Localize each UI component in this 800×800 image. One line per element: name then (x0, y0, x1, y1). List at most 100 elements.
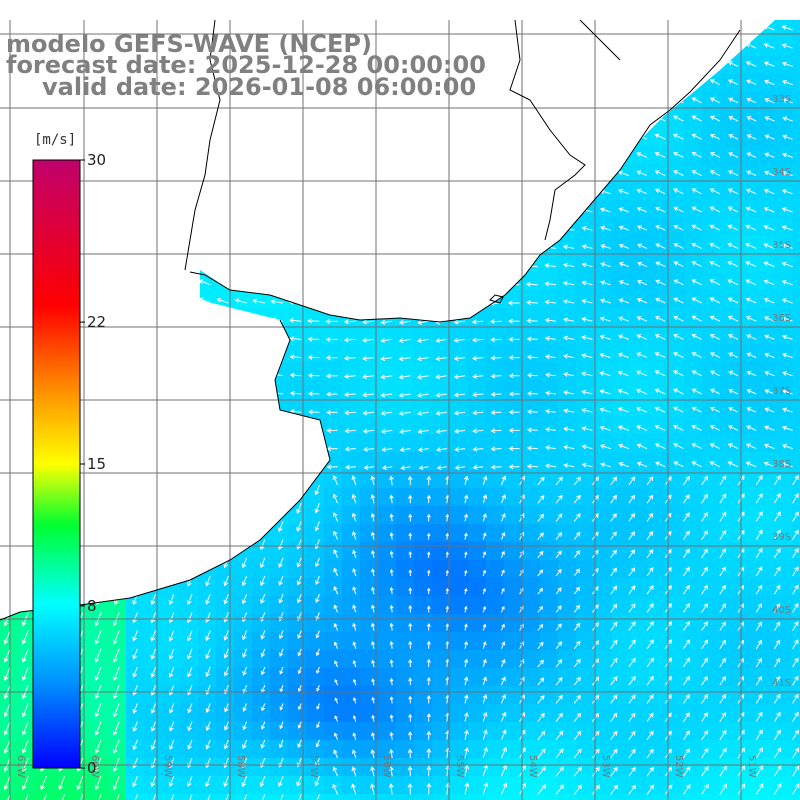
wind-arrow (682, 639, 690, 650)
wind-arrow (88, 132, 102, 140)
wind-arrow (435, 392, 447, 398)
wind-cell (378, 578, 397, 597)
wind-arrow (555, 568, 562, 577)
wind-arrow (709, 97, 721, 104)
wind-cell (396, 542, 415, 561)
wind-cell (522, 542, 541, 561)
wind-arrow (107, 387, 120, 395)
wind-arrow (143, 351, 156, 359)
wind-cell (144, 632, 163, 651)
wind-cell (162, 272, 181, 291)
wind-cell (288, 668, 307, 687)
wind-arrow (106, 187, 120, 195)
wind-arrow (278, 739, 284, 749)
wind-arrow (22, 539, 29, 552)
wind-arrow (544, 81, 557, 87)
wind-cell (144, 452, 163, 471)
wind-arrow (242, 666, 248, 676)
wind-cell (126, 542, 145, 561)
wind-cell (450, 596, 469, 615)
wind-arrow (352, 586, 357, 595)
wind-cell (378, 146, 397, 165)
wind-cell (576, 110, 595, 129)
wind-cell (162, 614, 181, 633)
wind-cell (162, 488, 181, 507)
wind-cell (198, 542, 217, 561)
wind-cell (504, 452, 523, 471)
wind-arrow (15, 352, 29, 359)
wind-arrow (234, 316, 247, 322)
wind-arrow (4, 521, 11, 534)
wind-arrow (314, 776, 320, 787)
longitude-labels: 61W 60W 59W 58W 57W 56W 55W 54W 53W 52W 51W (15, 755, 757, 778)
wind-cell (432, 290, 451, 309)
wind-cell (432, 632, 451, 651)
wind-arrow (324, 246, 338, 252)
wind-cell (576, 20, 595, 39)
wind-cell (396, 218, 415, 237)
wind-arrow (445, 605, 450, 613)
wind-cell (504, 326, 523, 345)
wind-arrow (144, 242, 156, 249)
wind-arrow (655, 461, 666, 468)
wind-arrow (307, 336, 320, 342)
wind-cell (270, 236, 289, 255)
wind-cell (648, 776, 667, 795)
wind-arrow (581, 244, 593, 250)
wind-cell (450, 272, 469, 291)
wind-arrow (316, 703, 320, 710)
wind-arrow (253, 426, 265, 432)
wind-arrow (399, 265, 411, 271)
wind-cell (540, 506, 559, 525)
wind-cell (306, 218, 325, 237)
wind-cell (774, 344, 793, 363)
wind-arrow (646, 712, 654, 722)
wind-arrow (555, 766, 564, 777)
wind-cell (306, 362, 325, 381)
wind-arrow (763, 279, 775, 286)
wind-cell (126, 272, 145, 291)
wind-cell (108, 686, 127, 705)
wind-cell (198, 596, 217, 615)
wind-cell (432, 488, 451, 507)
wind-arrow (126, 460, 138, 468)
wind-cell (756, 452, 775, 471)
wind-cell (504, 218, 523, 237)
wind-arrow (646, 639, 654, 650)
wind-cell (720, 650, 739, 669)
wind-cell (432, 236, 451, 255)
wind-cell (576, 452, 595, 471)
wind-arrow (727, 242, 739, 249)
wind-arrow (352, 641, 357, 649)
wind-cell (108, 650, 127, 669)
wind-cell (90, 758, 109, 777)
wind-cell (144, 488, 163, 507)
wind-arrow (179, 169, 193, 177)
wind-cell (468, 182, 487, 201)
wind-arrow (445, 623, 450, 631)
wind-cell (450, 560, 469, 579)
wind-arrow (599, 316, 611, 322)
wind-arrow (792, 475, 799, 486)
wind-cell (738, 398, 757, 417)
wind-arrow (113, 503, 120, 515)
wind-arrow (581, 171, 593, 177)
wind-cell (432, 20, 451, 39)
wind-arrow (333, 749, 339, 759)
wind-cell (486, 182, 505, 201)
wind-cell (198, 650, 217, 669)
wind-arrow (33, 152, 47, 158)
wind-arrow (773, 511, 781, 522)
wind-arrow (537, 766, 546, 777)
wind-cell (360, 704, 379, 723)
wind-cell (90, 272, 109, 291)
wind-arrow (269, 244, 284, 250)
wind-arrow (186, 594, 193, 605)
wind-cell (774, 38, 793, 57)
wind-arrow (168, 739, 175, 750)
wind-arrow (352, 567, 357, 577)
wind-cell (162, 596, 181, 615)
wind-cell (306, 668, 325, 687)
wind-cell (198, 794, 217, 800)
wind-arrow (646, 512, 654, 522)
